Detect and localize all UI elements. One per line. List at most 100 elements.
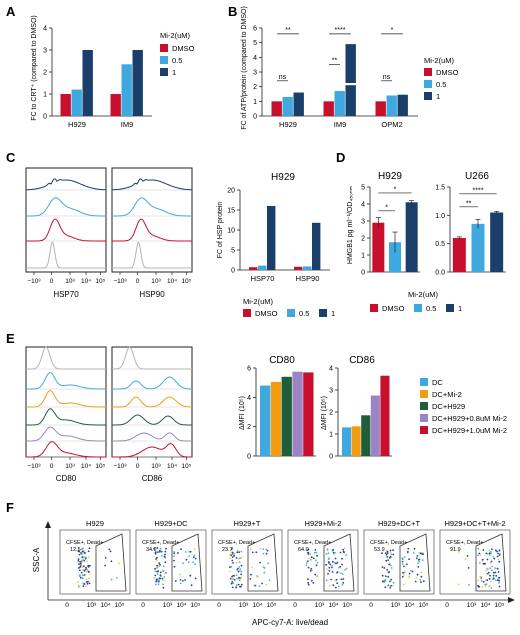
flow-f-event-dot: [105, 557, 107, 559]
panel-d1-ytick-label: 1: [361, 253, 365, 260]
flow-f-event-dot: [404, 572, 406, 574]
flow-f-event-dot: [233, 553, 235, 555]
flow-f-event-dot: [194, 555, 196, 557]
flow-f-event-dot: [173, 560, 175, 562]
flow-f-event-dot: [163, 579, 165, 581]
flow-f-event-dot: [387, 576, 389, 578]
flow-f-event-dot: [479, 553, 481, 555]
flow-f-event-dot: [458, 584, 460, 586]
flow-f-event-dot: [418, 561, 420, 563]
legend-e-swatch-1: [420, 378, 428, 386]
panel-e2-bar-1: [342, 427, 351, 456]
flow-f-ylabel: SSC-A: [32, 547, 41, 572]
panel-b-sig-label: **: [332, 58, 338, 65]
flow-f-event-dot: [164, 573, 166, 575]
flow-f-event-dot: [311, 556, 313, 558]
flow-f-event-dot: [164, 554, 166, 556]
flow-f-event-dot: [85, 586, 87, 588]
panel-a-xtick-label: IM9: [121, 120, 134, 129]
flow-f-event-dot: [423, 580, 425, 582]
flow-f-event-dot: [335, 587, 337, 589]
flow-c-frame-hsp90: [112, 168, 192, 272]
flow-f-event-dot: [489, 578, 491, 580]
flow-c-hsp70-xtick-label: 10³: [65, 278, 75, 285]
legend-c-item-1: 1: [331, 309, 335, 318]
flow-f-event-dot: [490, 551, 492, 553]
flow-f-event-dot: [384, 586, 386, 588]
flow-f-event-dot: [316, 564, 318, 566]
flow-f-event-dot: [160, 548, 162, 550]
flow-f-gate-label: CFSE+, Dead+: [142, 540, 179, 546]
flow-f-event-dot: [313, 558, 315, 560]
flow-f-event-dot: [82, 585, 84, 587]
panel-d-chart-u266: U266 0.0 0.5 1.0 1.5 ******: [435, 171, 506, 277]
panel-d2-bar-1: [490, 213, 503, 273]
flow-f-event-dot: [387, 585, 389, 587]
legend-e-item-4: DC+H929+0.8uM Mi-2: [432, 414, 507, 423]
panel-a-bar-h929-1: [83, 50, 93, 116]
flow-f-event-dot: [497, 553, 499, 555]
flow-f-event-dot: [236, 557, 238, 559]
panel-letter-a: A: [6, 4, 16, 19]
flow-e-cd86-xtick-label: 10⁴: [167, 463, 177, 470]
flow-f-event-dot: [415, 581, 417, 583]
flow-f-event-dot: [498, 577, 500, 579]
flow-e-histogram-cd80-0: [26, 347, 106, 369]
flow-f-event-dot: [489, 554, 491, 556]
panel-a-ylabel: FC to CRT⁺ (compared to DMSO): [31, 15, 38, 120]
flow-f-event-dot: [403, 584, 405, 586]
flow-e-histogram-cd80-5: [26, 442, 106, 457]
flow-e-cd80-xtick-label: 10⁴: [81, 463, 91, 470]
panel-a-ytick-label: 2: [43, 70, 47, 77]
flow-e-cd86-xtick-label: 10⁵: [181, 463, 191, 470]
flow-f-event-dot: [487, 553, 489, 555]
flow-f-event-dot: [486, 583, 488, 585]
panel-b-ytick-label: 1: [253, 99, 257, 106]
flow-f-event-dot: [336, 582, 338, 584]
flow-f-xtick-label: 10⁵: [267, 602, 277, 609]
panel-e1-ytick-label: 0: [247, 454, 251, 461]
flow-f-event-dot: [81, 548, 83, 550]
flow-f-xlabel: APC-cy7-A: live/dead: [252, 618, 328, 627]
flow-f-gate-value: 12.5: [70, 547, 81, 553]
flow-f-event-dot: [344, 547, 346, 549]
flow-f-event-dot: [386, 554, 388, 556]
flow-f-event-dot: [262, 548, 264, 550]
flow-f-event-dot: [158, 583, 160, 585]
flow-e-histogram-cd80-4: [26, 427, 106, 441]
panel-d1-ytick-label: 3: [361, 219, 365, 226]
flow-f-event-dot: [311, 580, 313, 582]
flow-f-event-dot: [231, 583, 233, 585]
flow-f-event-dot: [263, 566, 265, 568]
flow-f-event-dot: [482, 549, 484, 551]
panel-d1-ytick-label: 5: [361, 185, 365, 192]
flow-f-event-dot: [173, 555, 175, 557]
flow-f-event-dot: [316, 552, 318, 554]
flow-f-event-dot: [240, 577, 242, 579]
flow-f-event-dot: [489, 585, 491, 587]
flow-f-event-dot: [388, 571, 390, 573]
flow-e-cd80-xtick-label: 10³: [65, 463, 75, 470]
panel-e2-bar-4: [371, 396, 380, 457]
flow-f-event-dot: [231, 581, 233, 583]
legend-d-swatch-dmso: [370, 304, 378, 312]
flow-c-histogram-hsp90-2: [112, 198, 192, 216]
flow-f-xtick-label: 10⁴: [480, 602, 490, 609]
flow-f-event-dot: [326, 553, 328, 555]
flow-f-gate-value: 53.9: [374, 547, 385, 553]
legend-c: Mi-2(uM) DMSO 0.5 1: [243, 297, 335, 318]
flow-f-event-dot: [156, 567, 158, 569]
flow-f-event-dot: [390, 564, 392, 566]
flow-f-event-dot: [485, 570, 487, 572]
legend-d-item-dmso: DMSO: [382, 304, 405, 313]
flow-f-event-dot: [490, 581, 492, 583]
flow-f-event-dot: [402, 563, 404, 565]
flow-f-event-dot: [342, 573, 344, 575]
legend-b-item-05: 0.5: [436, 80, 446, 89]
flow-f-event-dot: [162, 583, 164, 585]
flow-f-event-dot: [174, 566, 176, 568]
flow-f-event-dot: [491, 587, 493, 589]
flow-f-event-dot: [81, 572, 83, 574]
flow-f-event-dot: [233, 575, 235, 577]
flow-f-event-dot: [412, 571, 414, 573]
